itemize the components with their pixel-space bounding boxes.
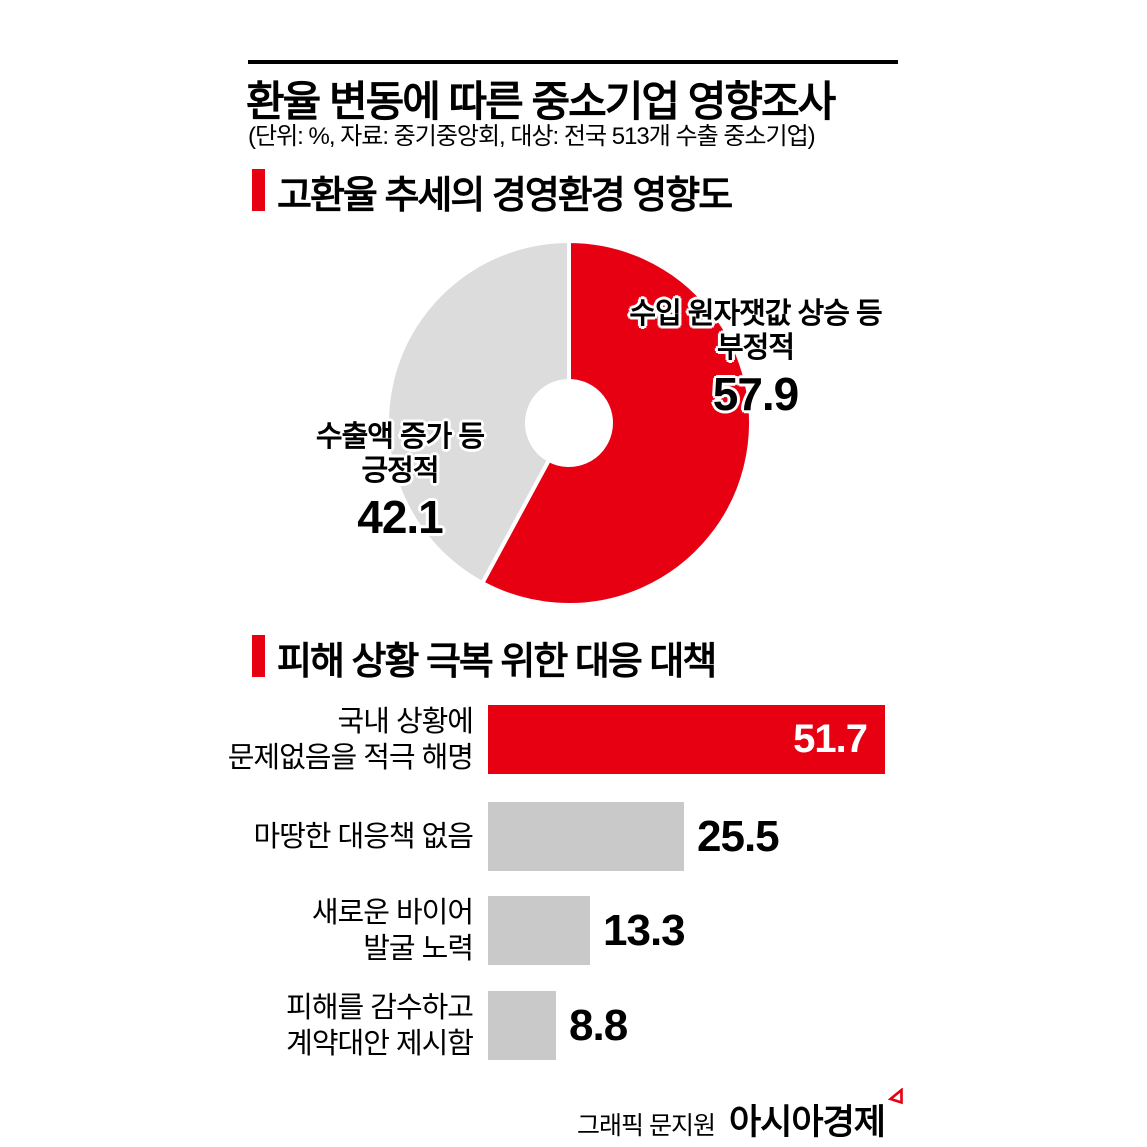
bar-label-0: 국내 상황에 문제없음을 적극 해명 — [150, 704, 474, 776]
footer: 그래픽 문지원 아시아경제 — [577, 1088, 905, 1145]
pie-label-positive-line2: 긍정적 — [361, 455, 439, 487]
pie-label-positive: 수출액 증가 등 긍정적 42.1 — [290, 420, 510, 541]
bar-value-0: 51.7 — [793, 717, 868, 761]
bar-label-3: 피해를 감수하고 계약대안 제시함 — [150, 990, 474, 1062]
bar-label-line: 문제없음을 적극 해명 — [227, 741, 474, 774]
footer-credit: 그래픽 문지원 — [577, 1112, 716, 1140]
bar-label-line: 마땅한 대응책 없음 — [253, 820, 474, 853]
top-rule — [248, 60, 898, 64]
bar-rect-2 — [488, 896, 590, 965]
bar-rect-1 — [488, 802, 684, 871]
bar-label-line: 새로운 바이어 — [311, 896, 474, 929]
page-subtitle: (단위: %, 자료: 중기중앙회, 대상: 전국 513개 수출 중소기업) — [248, 123, 816, 150]
bar-value-1: 25.5 — [697, 812, 780, 861]
bar-label-2: 새로운 바이어 발굴 노력 — [150, 895, 474, 967]
bar-label-1: 마땅한 대응책 없음 — [150, 819, 474, 855]
bar-value-2: 13.3 — [603, 906, 686, 955]
bar-rect-0 — [488, 705, 885, 774]
bar-label-line: 발굴 노력 — [363, 932, 474, 965]
pie-section-title: 고환율 추세의 경영환경 영향도 — [277, 175, 733, 217]
bar-label-line: 계약대안 제시함 — [286, 1027, 474, 1060]
bar-rect-3 — [488, 991, 556, 1060]
page-title: 환율 변동에 따른 중소기업 영향조사 — [246, 78, 836, 125]
bar-label-line: 국내 상황에 — [337, 705, 474, 738]
donut-svg — [385, 238, 753, 607]
section-header-pie: 고환율 추세의 경영환경 영향도 — [252, 164, 733, 219]
section-marker-icon — [252, 635, 265, 677]
pie-value-negative: 57.9 — [712, 368, 800, 420]
section-header-bars: 피해 상황 극복 위한 대응 대책 — [252, 630, 717, 685]
bar-section-title: 피해 상황 극복 위한 대응 대책 — [277, 641, 717, 683]
pie-label-negative-line1: 수입 원자잿값 상승 등 — [629, 298, 882, 330]
brand-quote-mark-icon — [888, 1088, 903, 1105]
section-marker-icon — [252, 169, 265, 211]
donut-slice-0 — [479, 238, 753, 607]
pie-label-positive-line1: 수출액 증가 등 — [315, 421, 485, 453]
pie-label-negative-line2: 부정적 — [716, 332, 795, 364]
pie-label-negative: 수입 원자잿값 상승 등 부정적 57.9 — [613, 297, 898, 418]
brand-logo: 아시아경제 — [728, 1088, 905, 1145]
donut-chart — [384, 238, 754, 608]
bar-label-line: 피해를 감수하고 — [286, 991, 474, 1024]
bar-value-3: 8.8 — [569, 1001, 628, 1050]
brand-logo-text: 아시아경제 — [728, 1103, 886, 1142]
donut-slice-1 — [385, 238, 571, 586]
pie-value-positive: 42.1 — [357, 491, 444, 543]
